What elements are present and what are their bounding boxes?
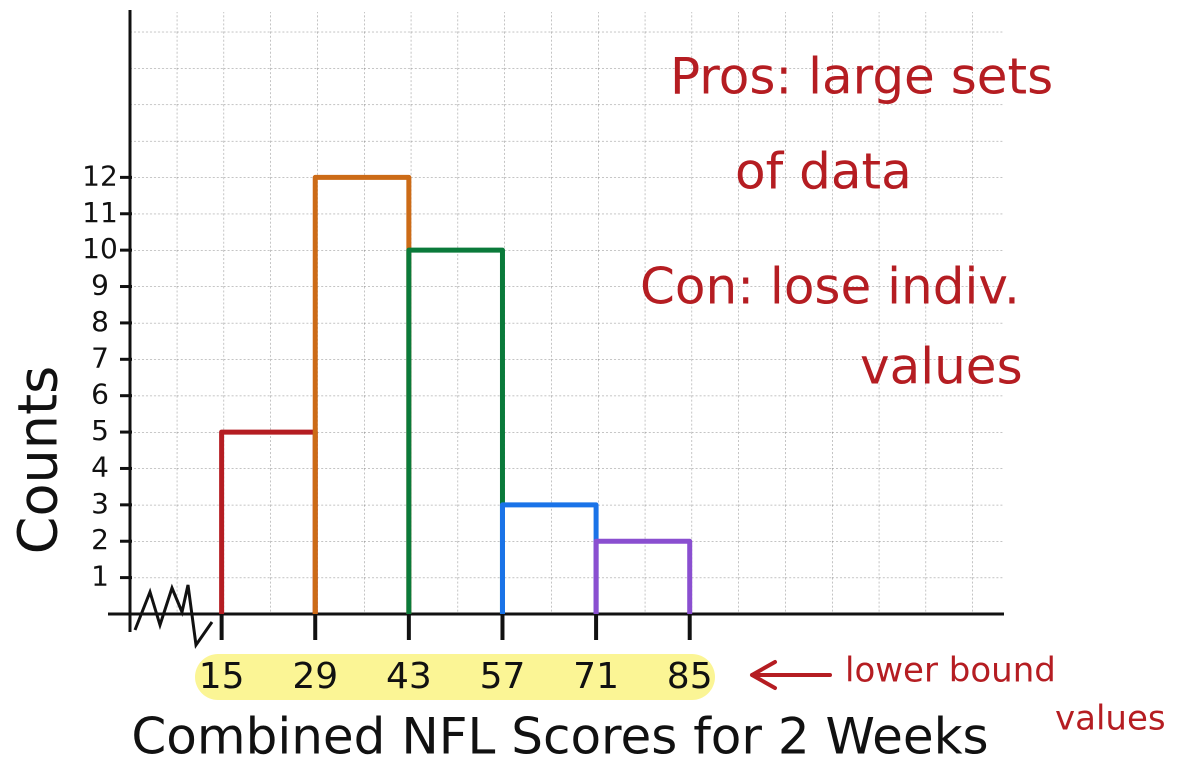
- x-axis-title: Combined NFL Scores for 2 Weeks: [131, 708, 988, 766]
- y-tick-label: 8: [91, 305, 109, 338]
- y-axis-title: Counts: [7, 366, 70, 555]
- graph-paper: [130, 12, 1004, 614]
- y-tick-label: 10: [82, 232, 118, 265]
- y-tick-label: 1: [91, 560, 109, 593]
- x-tick-label: 57: [480, 656, 526, 697]
- x-tick-label: 15: [199, 656, 245, 697]
- annotation: lower bound: [845, 651, 1056, 691]
- annotation: Pros: large sets: [670, 48, 1053, 106]
- bar: [406, 247, 505, 614]
- x-tick-label: 43: [386, 656, 432, 697]
- annotation: of data: [735, 143, 912, 201]
- highlight: [195, 654, 715, 700]
- x-tick-label: 85: [667, 656, 713, 697]
- x-tick-label: 71: [573, 656, 619, 697]
- y-tick-label: 11: [82, 196, 118, 229]
- y-tick-label: 3: [91, 487, 109, 520]
- y-tick-label: 2: [91, 523, 109, 556]
- y-tick-label: 4: [91, 450, 109, 483]
- annotation: values: [860, 338, 1023, 396]
- x-tick-label: 29: [292, 656, 338, 697]
- axis-break: [133, 583, 214, 650]
- y-tick-label: 12: [82, 159, 118, 192]
- bar: [593, 538, 693, 614]
- annotation: Con: lose indiv.: [640, 258, 1020, 316]
- y-tick-label: 7: [91, 341, 109, 374]
- y-tick-label: 9: [91, 269, 109, 302]
- annotation: values: [1055, 699, 1166, 739]
- arrow: [750, 660, 832, 690]
- y-tick-label: 6: [91, 378, 109, 411]
- y-tick-label: 5: [91, 414, 109, 447]
